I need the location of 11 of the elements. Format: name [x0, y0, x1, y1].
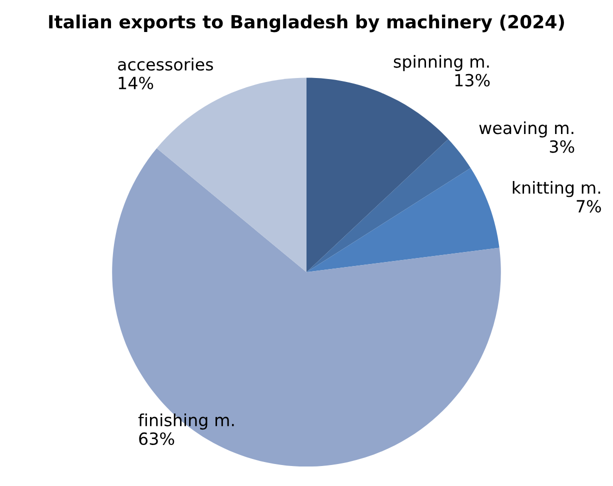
data-label: 14%	[118, 76, 154, 90]
data-label: 13%	[455, 74, 490, 87]
slice-label: weaving m.	[479, 121, 574, 138]
slice-label: finishing m.	[138, 413, 234, 430]
data-label: 3%	[550, 140, 574, 153]
slice-label: accessories	[118, 58, 213, 71]
data-label: 63%	[139, 432, 174, 446]
slice-label: knitting m.	[512, 181, 600, 198]
chart-title: Italian exports to Bangladesh by machinery (2024)	[49, 14, 564, 32]
slice-label: spinning m.	[394, 54, 489, 72]
data-label: 7%	[576, 200, 601, 213]
